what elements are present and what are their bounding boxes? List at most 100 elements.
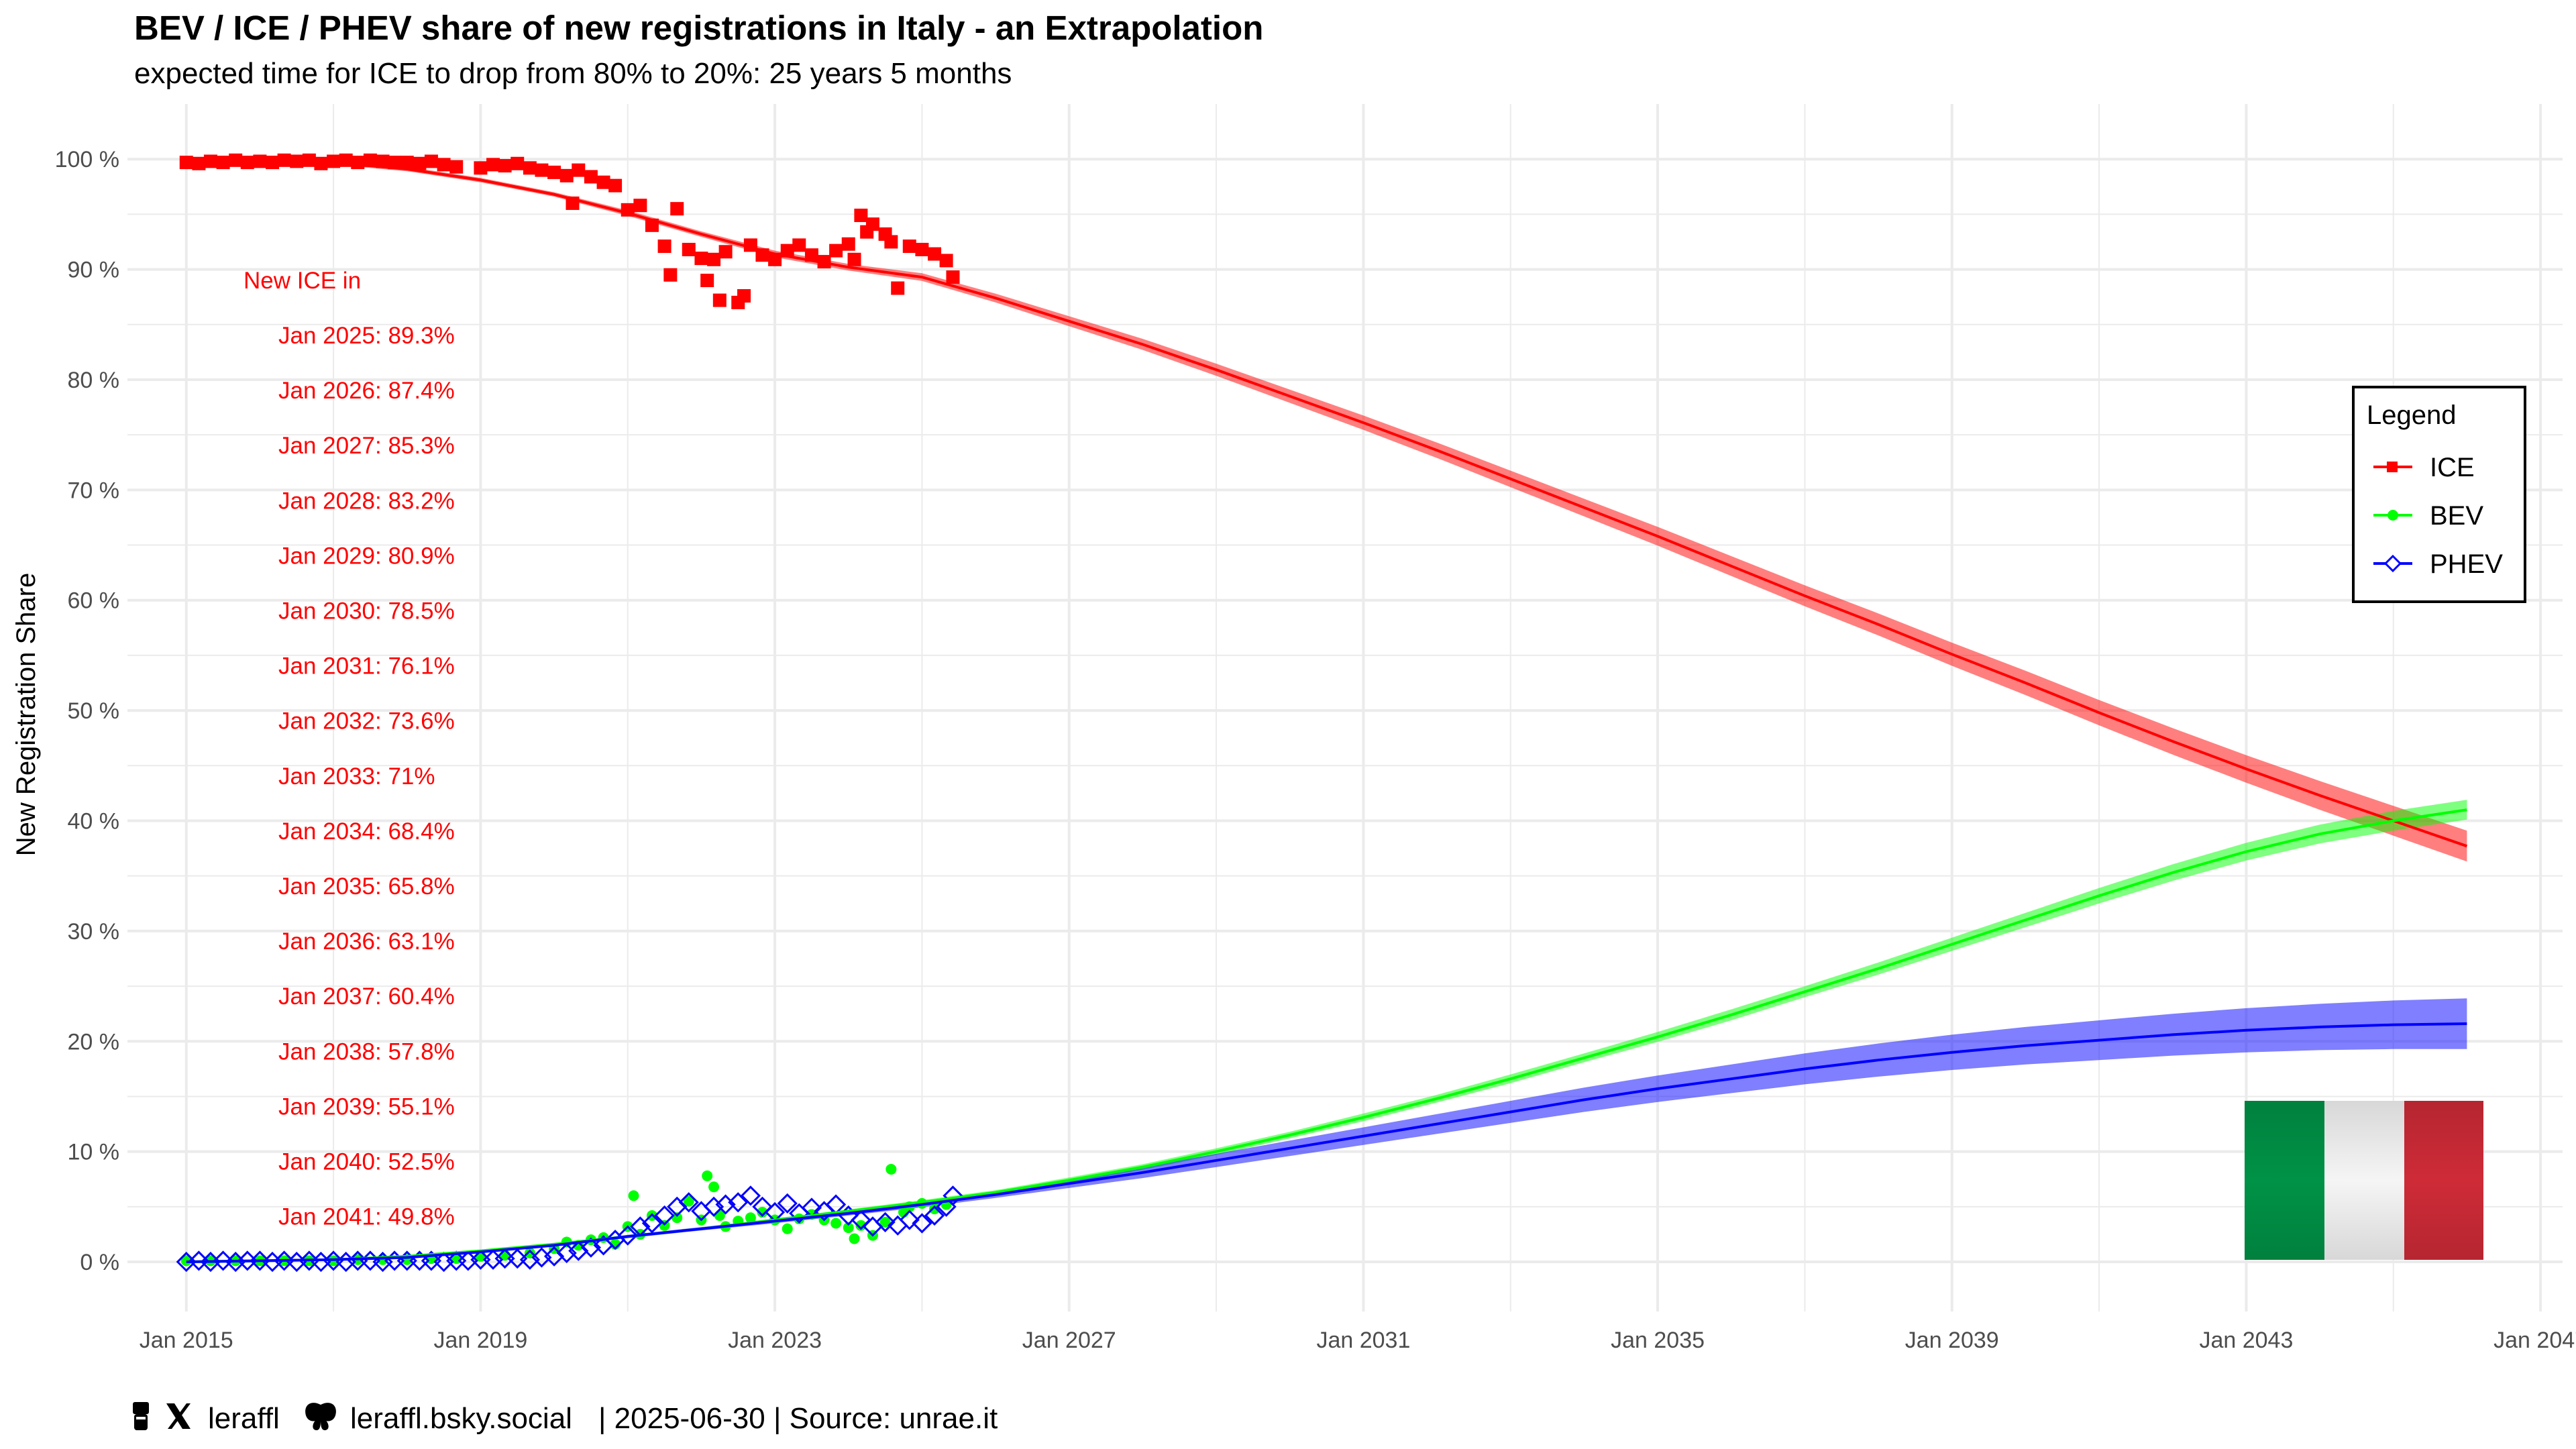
annotation-line: Jan 2037: 60.4% — [278, 983, 455, 1010]
x-axis-ticks: Jan 2015 Jan 2019 Jan 2023 Jan 2027 Jan 2031… — [140, 1328, 2576, 1353]
point-ice — [498, 159, 512, 173]
band-phev — [186, 998, 2467, 1263]
annotation-line: Jan 2031: 76.1% — [278, 653, 455, 680]
point-ice — [192, 156, 206, 170]
point-ice — [572, 163, 586, 177]
y-tick-label: 80 % — [68, 368, 120, 393]
annotation-line: Jan 2033: 71% — [278, 763, 435, 790]
point-ice — [682, 242, 696, 256]
annotation-line: Jan 2038: 57.8% — [278, 1038, 455, 1065]
point-ice — [363, 153, 377, 167]
point-ice — [915, 242, 929, 256]
point-phev — [703, 1196, 724, 1217]
point-ice — [511, 156, 525, 170]
caption-handle-bsky: leraffl.bsky.social — [350, 1402, 572, 1435]
point-phev — [556, 1242, 577, 1264]
point-ice — [388, 156, 402, 170]
point-bev — [782, 1223, 793, 1234]
y-tick-label: 70 % — [68, 478, 120, 503]
point-phev — [543, 1246, 565, 1267]
chart-subtitle: expected time for ICE to drop from 80% t… — [134, 57, 1012, 90]
legend-box — [2352, 386, 2526, 603]
point-bev — [628, 1190, 639, 1201]
point-phev — [899, 1210, 920, 1230]
annotation-line: Jan 2034: 68.4% — [278, 818, 455, 845]
point-phev — [740, 1185, 761, 1206]
point-phev — [943, 1185, 963, 1206]
point-phev — [912, 1213, 932, 1234]
point-ice — [596, 175, 610, 189]
point-ice — [547, 165, 561, 179]
legend-key-marker — [2387, 510, 2398, 521]
annotation-header: New ICE in — [244, 268, 361, 294]
point-ice — [707, 252, 721, 266]
point-phev — [274, 1250, 294, 1271]
caption: leraffl leraffl.bsky.social | 2025-06-30… — [133, 1402, 998, 1435]
annotation-line: Jan 2030: 78.5% — [278, 598, 455, 625]
caption-date-source: | 2025-06-30 | Source: unrae.it — [598, 1402, 998, 1435]
point-ice — [902, 239, 916, 254]
point-ice — [608, 178, 623, 193]
y-axis-ticks: 0 % 10 % 20 % 30 % 40 % 50 % 60 % 70 % 80 % 90 % 1… — [55, 147, 119, 1275]
point-ice — [694, 252, 708, 266]
point-ice — [865, 217, 879, 231]
legend-key-marker — [2387, 462, 2398, 472]
point-ice — [847, 252, 861, 266]
point-phev — [851, 1210, 871, 1230]
x-tick-label: Jan 2031 — [1316, 1328, 1410, 1353]
point-ice — [584, 170, 598, 184]
point-bev — [672, 1212, 683, 1224]
y-tick-label: 10 % — [68, 1140, 120, 1165]
annotation-line: Jan 2026: 87.4% — [278, 378, 455, 404]
point-ice — [891, 281, 905, 295]
legend-title: Legend — [2367, 400, 2456, 430]
point-ice — [277, 153, 291, 167]
annotation-line: Jan 2027: 85.3% — [278, 433, 455, 459]
caption-handle-x: leraffl — [208, 1402, 280, 1435]
point-ice — [351, 156, 365, 170]
point-phev — [507, 1248, 528, 1269]
point-ice — [302, 153, 316, 167]
x-tick-label: Jan 2027 — [1022, 1328, 1116, 1353]
point-phev — [678, 1192, 699, 1213]
x-tick-label: Jan 2015 — [140, 1328, 233, 1353]
point-phev — [323, 1250, 344, 1271]
point-phev — [617, 1225, 638, 1246]
coffee-icon — [133, 1402, 149, 1430]
fit-lines — [186, 160, 2468, 1263]
y-tick-label: 20 % — [68, 1029, 120, 1055]
y-tick-label: 100 % — [55, 147, 119, 172]
y-axis-label: New Registration Share — [11, 573, 41, 856]
point-ice — [559, 168, 574, 182]
point-ice — [486, 158, 500, 172]
x-tick-label: Jan 2039 — [1905, 1328, 1999, 1353]
y-tick-label: 30 % — [68, 919, 120, 945]
point-ice — [376, 154, 390, 168]
point-bev — [702, 1170, 713, 1181]
point-bev — [757, 1207, 768, 1218]
y-tick-label: 60 % — [68, 588, 120, 614]
point-bev — [830, 1218, 842, 1229]
point-phev — [777, 1193, 798, 1214]
fit-line-ice — [186, 160, 2468, 848]
x-tick-label: Jan 2023 — [728, 1328, 822, 1353]
point-phev — [641, 1213, 663, 1234]
point-ice — [829, 244, 843, 258]
fit-line-phev — [186, 1022, 2467, 1263]
point-phev — [568, 1240, 589, 1261]
point-ice — [424, 154, 438, 168]
point-bev — [855, 1220, 867, 1231]
annotation-line: Jan 2025: 89.3% — [278, 323, 455, 349]
confidence-bands — [186, 159, 2467, 1263]
point-ice — [928, 247, 942, 261]
point-phev — [421, 1250, 442, 1271]
band-ice — [186, 159, 2467, 862]
point-ice — [449, 160, 464, 174]
point-bev — [885, 1163, 897, 1175]
point-phev — [482, 1249, 504, 1270]
flag-shading — [2245, 1101, 2483, 1260]
point-phev — [519, 1249, 541, 1270]
point-ice — [437, 158, 451, 172]
point-phev — [924, 1205, 945, 1226]
point-ice — [400, 156, 414, 170]
